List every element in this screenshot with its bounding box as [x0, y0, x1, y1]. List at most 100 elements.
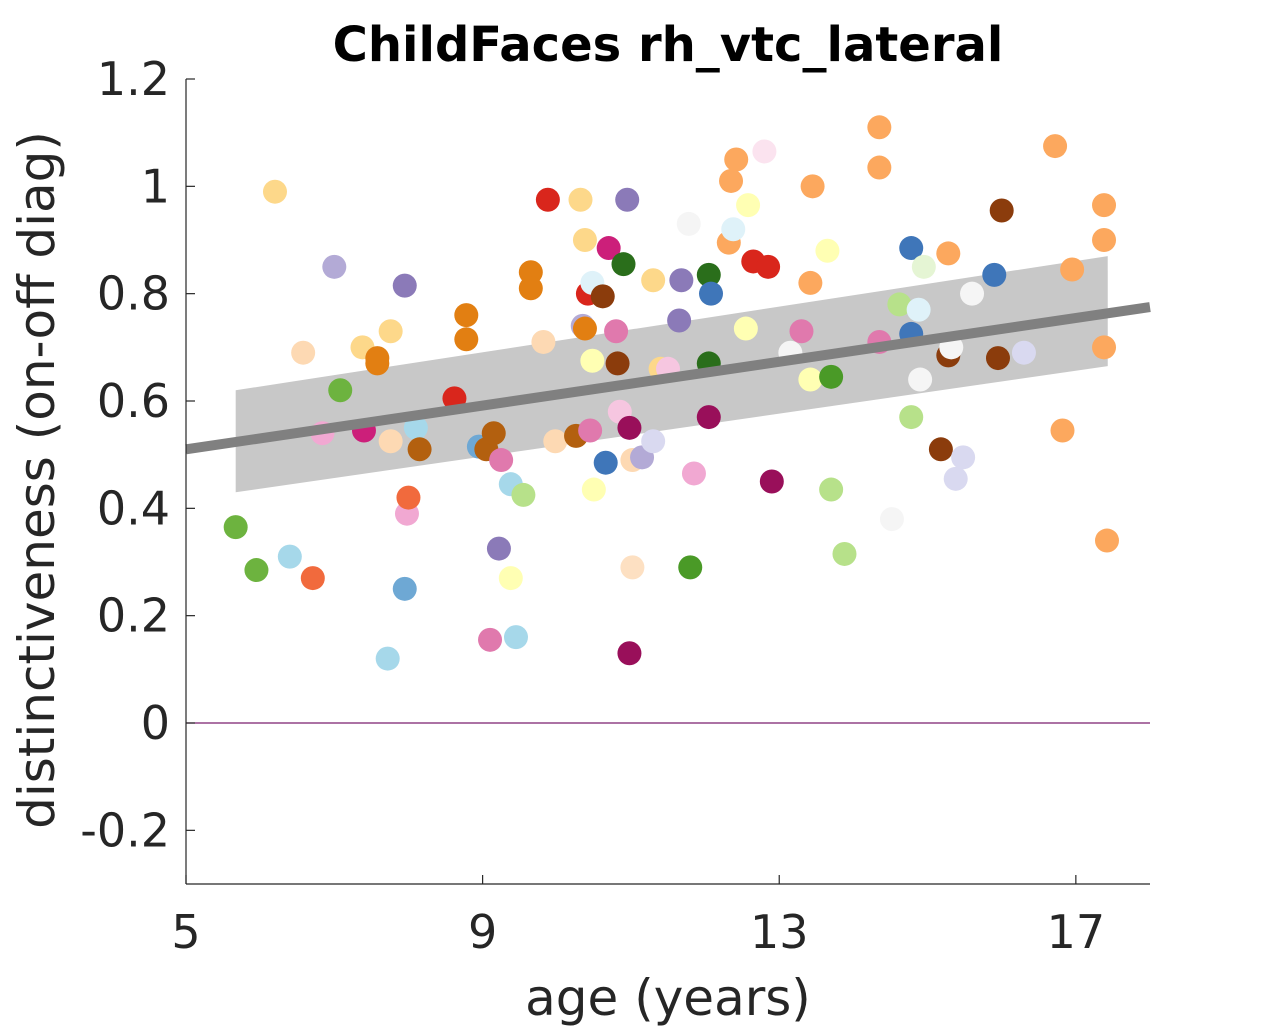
data-point [867, 115, 892, 140]
data-point [617, 415, 642, 440]
data-point [1092, 335, 1117, 360]
x-axis-label: age (years) [525, 969, 811, 1027]
data-point [721, 217, 746, 242]
data-point [223, 515, 248, 540]
data-point [1060, 257, 1085, 282]
data-point [518, 276, 543, 301]
data-point [581, 477, 606, 502]
data-point [392, 576, 417, 601]
data-point [578, 418, 603, 443]
plot-area [185, 115, 1151, 724]
data-point [756, 254, 781, 279]
data-point [291, 340, 316, 365]
data-point [572, 316, 597, 341]
data-point [667, 308, 692, 333]
data-point [908, 367, 933, 392]
data-point [365, 351, 390, 376]
data-point [596, 236, 621, 261]
data-point [699, 281, 724, 306]
x-tick-label: 13 [750, 905, 809, 959]
data-point [943, 466, 968, 491]
data-point [641, 429, 666, 454]
y-tick-label: 0 [141, 696, 170, 750]
data-point [867, 155, 892, 180]
data-point [568, 187, 593, 212]
data-point [1092, 228, 1117, 252]
data-point [669, 268, 694, 293]
data-point [752, 139, 777, 164]
y-tick-label: 0.2 [97, 589, 170, 643]
data-point [719, 168, 744, 193]
data-point [572, 228, 597, 252]
data-point [733, 316, 758, 341]
data-point [676, 211, 701, 236]
x-tick-label: 5 [171, 905, 200, 959]
data-point [593, 450, 618, 475]
data-point [724, 147, 749, 172]
data-point [531, 329, 556, 354]
data-point [511, 482, 536, 507]
y-tick-label: 0.6 [97, 374, 170, 428]
data-point [960, 281, 985, 306]
data-point [1043, 134, 1068, 159]
data-point [605, 351, 630, 376]
y-tick-label: 0.4 [97, 481, 170, 535]
y-tick-label: 1 [141, 159, 170, 213]
data-point [375, 646, 400, 671]
data-point [1092, 193, 1117, 218]
data-point [936, 241, 961, 266]
data-point [759, 469, 784, 494]
data-point [899, 236, 924, 261]
data-point [982, 262, 1007, 287]
data-point [819, 364, 844, 389]
data-point [611, 252, 636, 277]
data-point [481, 421, 506, 446]
data-point [879, 507, 904, 532]
y-tick-label: -0.2 [80, 803, 170, 857]
chart-title: ChildFaces rh_vtc_lateral [333, 17, 1004, 73]
data-point [503, 625, 528, 650]
data-point [407, 437, 432, 462]
data-point [244, 558, 269, 583]
data-point [615, 187, 640, 212]
x-tick-label: 9 [468, 905, 497, 959]
data-point [832, 541, 857, 566]
data-point [906, 297, 931, 322]
data-point [798, 367, 823, 392]
data-point [678, 555, 703, 580]
data-point [262, 179, 287, 204]
data-point [454, 327, 479, 352]
data-point [300, 566, 325, 591]
regression-fit-line [185, 302, 1151, 455]
data-point [535, 187, 560, 212]
data-point [1011, 340, 1036, 365]
data-point [815, 238, 840, 263]
data-point [396, 485, 421, 510]
data-point [378, 429, 403, 454]
data-point [580, 348, 605, 373]
data-point [641, 268, 666, 293]
data-point [887, 292, 912, 317]
data-point [328, 378, 353, 403]
data-point [1094, 528, 1119, 553]
data-point [617, 641, 642, 666]
data-point [951, 445, 976, 470]
axes: 5 9 13 17 -0.2 0 0.2 0.4 0.6 0.8 1 1.2 [80, 52, 1150, 959]
data-point [1050, 418, 1075, 443]
data-point [985, 346, 1010, 371]
data-point [798, 270, 823, 295]
data-point [696, 262, 721, 287]
data-point [620, 555, 645, 580]
data-point [498, 566, 523, 591]
data-point [403, 415, 428, 440]
data-point [681, 461, 706, 486]
data-point [736, 193, 761, 218]
x-tick-label: 17 [1047, 905, 1106, 959]
y-tick-label: 0.8 [97, 267, 170, 321]
data-point [486, 536, 511, 561]
y-tick-label: 1.2 [97, 52, 170, 106]
y-axis-label: distinctiveness (on-off diag) [8, 131, 66, 829]
data-point [789, 319, 814, 344]
data-point [911, 254, 936, 279]
data-point [322, 254, 347, 279]
